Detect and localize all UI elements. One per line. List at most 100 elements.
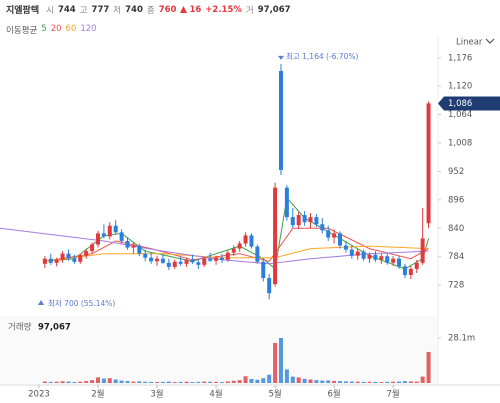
candle-body [414,262,419,269]
legend-entry: 120 [80,24,97,34]
volume-bar [343,381,348,383]
quote-header: 지엘팜텍 시 744 고 777 저 740 종 760 16 +2.15% 거 97,067 [6,3,291,17]
volume-bar [273,342,278,383]
quote-label: 종 [146,5,155,16]
y-tick-label: 840 [448,224,464,234]
candle-body [172,261,177,267]
volume-title: 거래량 [8,322,32,333]
quote-value: 740 [125,4,143,15]
high-marker [277,55,284,60]
x-tick-label: 2023 [28,390,50,400]
candle-body [349,249,354,256]
x-tick-label: 6월 [327,389,340,400]
candle-body [48,258,53,263]
quote-value: 760 [158,4,177,15]
volume-bar [225,381,230,383]
scale-chevron[interactable] [485,38,495,44]
candle-body [78,255,83,262]
volume-bar [107,378,112,383]
volume-bar [267,374,272,383]
candle-body [397,258,402,267]
volume-bar [278,338,283,383]
quote-label: 거 [245,5,254,16]
volume-bar [243,376,248,383]
candle-body [178,261,183,264]
volume-bar [60,381,65,383]
candle-body [166,262,171,267]
quote-label: 저 [113,5,122,16]
candle-body [149,257,154,262]
volume-bar [308,379,313,383]
quote-label: 시 [46,5,54,16]
candle-body [385,256,390,263]
volume-bar [231,380,236,383]
volume-bar [367,381,372,383]
candle-body [184,259,189,264]
candle-body [267,278,272,294]
scale-mode[interactable]: Linear [456,38,483,48]
candle-body [155,258,160,262]
last-price-label: 1,086 [448,99,472,109]
candle-body [420,238,425,263]
y-tick-label: 28.1m [448,334,475,344]
x-tick-label: 5월 [268,389,281,400]
volume-bar [166,381,171,383]
candle-body [261,261,266,279]
candle-body [84,251,89,256]
last-price-badge [438,96,500,111]
volume-bar [290,376,295,383]
candle-body [255,246,260,262]
candle-body [249,235,254,247]
candle-body [332,233,337,238]
candle-body [402,266,407,275]
candle-body [231,248,236,253]
candle-body [119,232,124,241]
volume-bar [326,380,331,383]
ma-legend: 이동평균 5 20 60 120 [6,24,97,36]
candle-body [379,256,384,260]
candle-body [202,258,207,265]
y-tick-label: 1,176 [448,53,472,63]
quote-value: 777 [91,4,110,15]
candle-body [214,257,219,261]
candle-body [131,245,136,248]
volume-bar [219,382,224,383]
candle-body [125,240,130,248]
candle-body [60,253,65,260]
candle-body [290,217,295,226]
candle-body [113,225,118,233]
up-icon [180,6,188,13]
legend-entry: 20 [50,24,62,34]
volume-bar [249,378,254,383]
x-tick-label: 2월 [91,389,104,400]
volume-bar [296,377,301,383]
change: 16 [189,4,202,15]
candle-body [273,187,278,285]
candle-body [391,258,396,263]
volume-bar [414,381,419,383]
candle-body [66,253,71,259]
candle-body [190,259,195,263]
candle-body [302,215,307,223]
volume-bar [160,381,165,383]
candle-body [338,233,343,246]
candle-body [408,268,413,275]
volume-bar [338,381,343,383]
candle-body [278,70,283,170]
volume-bar [214,381,219,383]
volume-bar [125,381,130,383]
candle-body [42,258,47,264]
volume-bar [284,369,289,383]
volume-bar [48,381,53,383]
candle-body [101,233,106,237]
volume-bar [314,380,319,383]
volume-bar [408,381,413,383]
volume-bar [361,381,366,383]
x-tick-label: 4월 [209,389,222,400]
candle-body [90,244,95,252]
quote-label: 고 [79,5,88,16]
candle-body [95,233,100,245]
candle-body [137,245,142,254]
volume-bar [119,380,124,383]
